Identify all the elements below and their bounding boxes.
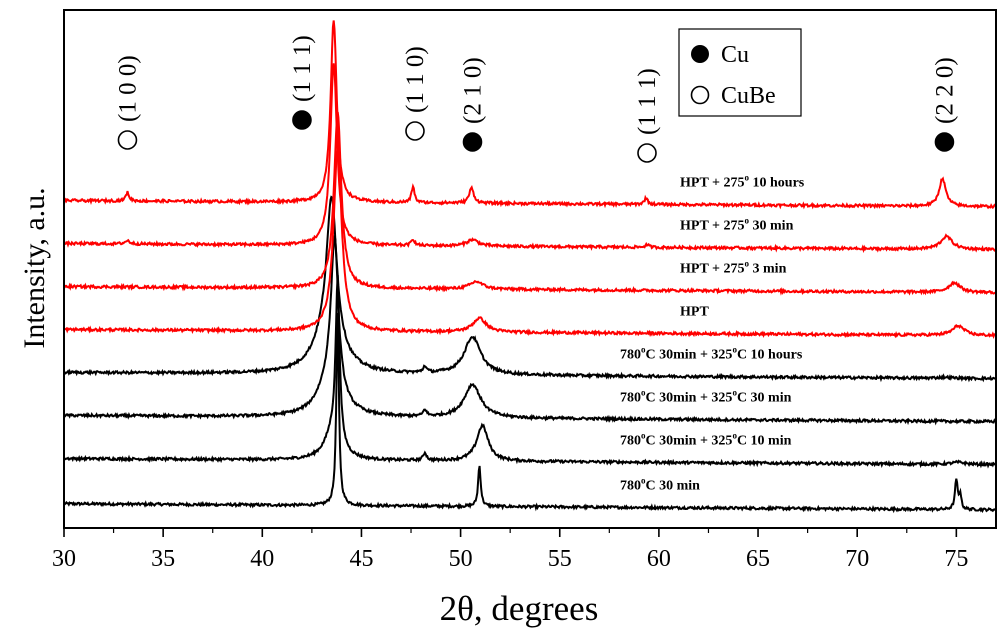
x-tick-label: 70: [845, 546, 869, 572]
x-tick-label: 45: [349, 546, 373, 572]
series-line: [64, 147, 996, 339]
x-axis-ticks: 30 35 40 45 50 55 60 65 70 75: [52, 528, 968, 572]
x-tick-label: 40: [250, 546, 274, 572]
cu-peak-marker: [934, 132, 955, 152]
plot-frame: [63, 9, 997, 529]
series-label: 780oC 30min + 325oC 30 min: [620, 388, 792, 406]
cube-peak-marker: [117, 130, 138, 150]
series-label: HPT: [680, 305, 709, 320]
series-label: 780oC 30 min: [620, 476, 700, 494]
series-line: [64, 63, 996, 254]
series-label: HPT + 275o 30 min: [680, 216, 794, 234]
peak-hkl-label: (2 2 0): [931, 57, 958, 124]
legend: Cu CuBe: [678, 28, 802, 117]
peak-hkl-label: (1 0 0): [114, 55, 141, 122]
legend-label-cu: Cu: [721, 42, 749, 68]
legend-label-cube: CuBe: [721, 83, 776, 109]
series-layer: [64, 20, 996, 514]
peak-hkl-label: (1 1 0): [402, 46, 429, 113]
x-axis-label: 2θ, degrees: [440, 589, 599, 628]
peak-hkl-label: (1 1 1): [289, 35, 316, 102]
x-tick-label: 30: [52, 546, 76, 572]
peak-hkl-label: (2 1 0): [459, 57, 486, 124]
series-line: [64, 20, 996, 210]
series-line: [64, 235, 996, 426]
x-tick-label: 55: [548, 546, 572, 572]
series-label: HPT + 275o 10 hours: [680, 173, 805, 191]
cu-peak-marker: [292, 110, 312, 130]
cube-peak-marker: [405, 121, 425, 141]
x-tick-label: 75: [944, 546, 968, 572]
x-tick-label: 50: [449, 546, 473, 572]
series-label: 780oC 30min + 325oC 10 hours: [620, 345, 803, 363]
cube-peak-marker: [637, 143, 657, 163]
series-line: [64, 111, 996, 296]
series-label: 780oC 30min + 325oC 10 min: [620, 431, 792, 449]
series-line: [64, 195, 996, 383]
series-label-layer: 780oC 30 min 780oC 30min + 325oC 10 min 78…: [620, 173, 805, 494]
peak-label-layer: (1 0 0) (1 1 1) (1 1 0) (2 1 0) (1 1 1) (2 2 …: [114, 35, 958, 163]
x-tick-label: 65: [746, 546, 770, 572]
x-tick-label: 60: [647, 546, 671, 572]
legend-marker-cu: [691, 45, 709, 63]
x-tick-label: 35: [151, 546, 175, 572]
series-line: [64, 312, 996, 514]
peak-hkl-label: (1 1 1): [634, 68, 661, 135]
series-line: [64, 275, 996, 469]
cu-peak-marker: [462, 132, 483, 152]
series-label: HPT + 275o 3 min: [680, 259, 787, 277]
legend-marker-cube: [690, 85, 710, 105]
y-axis-label: Intensity, a.u.: [18, 187, 51, 348]
